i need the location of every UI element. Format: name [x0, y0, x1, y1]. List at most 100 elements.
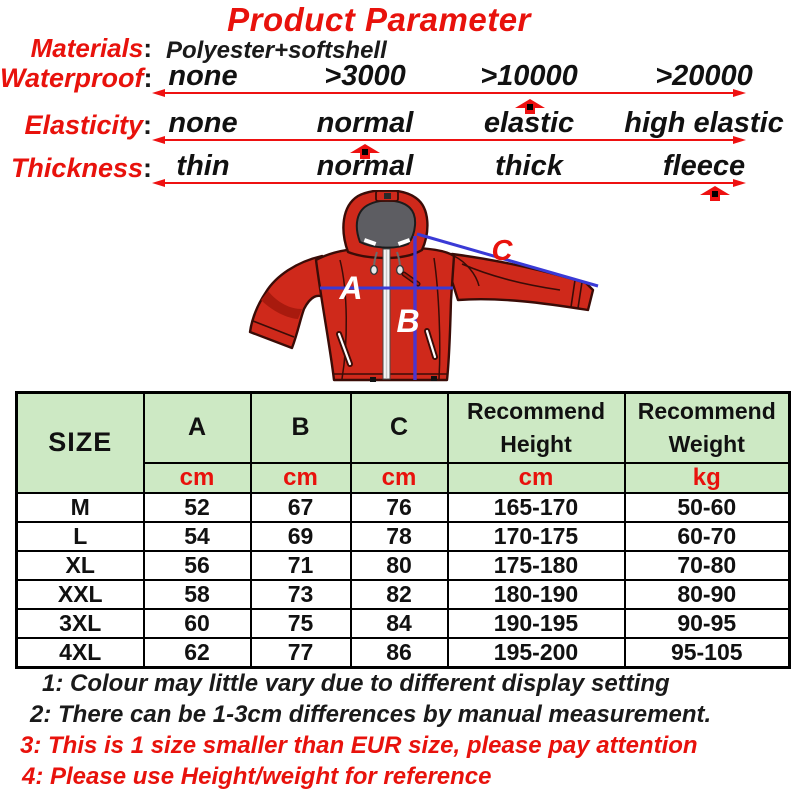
- cell-size: XXL: [15, 578, 145, 610]
- thickness-selected-indicator-icon: [700, 186, 730, 201]
- elasticity-range-arrow: [152, 136, 746, 144]
- cell-a: 62: [142, 636, 252, 668]
- table-row-4xl: 4XL 62 77 86 195-200 95-105: [15, 636, 791, 668]
- cell-height: 190-195: [446, 607, 626, 639]
- cell-height: 180-190: [446, 578, 626, 610]
- cell-size: M: [15, 491, 145, 523]
- thickness-range-arrow: [152, 179, 746, 187]
- note-4: 4: Please use Height/weight for referenc…: [22, 763, 492, 790]
- thickness-option-thin: thin: [176, 150, 230, 182]
- cell-size: L: [15, 520, 145, 552]
- table-row-xxl: XXL 58 73 82 180-190 80-90: [15, 578, 791, 610]
- waterproof-colon: :: [143, 63, 153, 93]
- unit-height: cm: [446, 461, 626, 494]
- cell-a: 54: [142, 520, 252, 552]
- footer-notes: 1: Colour may little vary due to differe…: [0, 668, 800, 792]
- table-row-3xl: 3XL 60 75 84 190-195 90-95: [15, 607, 791, 639]
- header-recommend-height-line1: Recommend: [466, 397, 606, 424]
- header-recommend-height-line2: Height: [500, 430, 572, 457]
- unit-weight: kg: [623, 461, 791, 494]
- cell-b: 77: [249, 636, 352, 668]
- measurement-line-c: [416, 232, 599, 288]
- header-recommend-weight-line2: Weight: [668, 430, 745, 457]
- elasticity-option-high-elastic: high elastic: [624, 107, 784, 139]
- cell-weight: 80-90: [623, 578, 791, 610]
- table-units-row: cm cm cm cm kg: [17, 461, 791, 494]
- thickness-label-text: Thickness: [10, 153, 143, 183]
- jacket-measurement-diagram: A B C: [248, 190, 599, 382]
- cell-b: 75: [249, 607, 352, 639]
- header-recommend-weight-line1: Recommend: [637, 397, 776, 424]
- jacket-left-sleeve: [248, 254, 328, 350]
- materials-label: Materials:: [0, 33, 152, 64]
- thickness-label: Thickness:: [0, 153, 152, 184]
- thickness-colon: :: [143, 153, 152, 183]
- cell-size: XL: [15, 549, 145, 581]
- cell-c: 82: [349, 578, 449, 610]
- cell-a: 52: [142, 491, 252, 523]
- cell-height: 195-200: [446, 636, 626, 668]
- waterproof-label: Waterproof:: [0, 63, 153, 94]
- waterproof-option-20000: >20000: [655, 60, 753, 92]
- header-size: SIZE: [15, 391, 145, 494]
- materials-value: Polyester+softshell: [166, 37, 387, 64]
- waterproof-option-10000: >10000: [480, 60, 578, 92]
- cell-c: 76: [349, 491, 449, 523]
- header-recommend-height: Recommend Height: [446, 391, 626, 464]
- jacket-hood-opening: [355, 199, 416, 249]
- waterproof-option-3000: >3000: [324, 60, 406, 92]
- cell-c: 80: [349, 549, 449, 581]
- header-b: B: [249, 391, 352, 464]
- table-header-row: SIZE A B C Recommend Height Recommend We…: [15, 391, 791, 494]
- cell-b: 71: [249, 549, 352, 581]
- unit-c: cm: [349, 461, 449, 494]
- measurement-label-b: B: [396, 303, 419, 339]
- cell-a: 60: [142, 607, 252, 639]
- cell-b: 73: [249, 578, 352, 610]
- header-a: A: [142, 391, 252, 464]
- jacket-right-sleeve: [449, 252, 595, 312]
- waterproof-option-none: none: [168, 60, 238, 92]
- waterproof-selected-indicator-icon: [515, 99, 545, 114]
- thickness-option-thick: thick: [495, 150, 563, 182]
- thickness-option-normal: normal: [316, 150, 414, 182]
- cell-c: 78: [349, 520, 449, 552]
- elasticity-option-elastic: elastic: [483, 107, 575, 139]
- table-row-m: M 52 67 76 165-170 50-60: [15, 491, 791, 523]
- cell-c: 84: [349, 607, 449, 639]
- materials-colon: :: [143, 33, 152, 63]
- thickness-option-fleece: fleece: [662, 150, 746, 182]
- elasticity-label: Elasticity:: [0, 110, 152, 141]
- cell-height: 175-180: [446, 549, 626, 581]
- unit-a: cm: [142, 461, 252, 494]
- cell-height: 170-175: [446, 520, 626, 552]
- cell-b: 67: [249, 491, 352, 523]
- note-1: 1: Colour may little vary due to differe…: [42, 670, 670, 697]
- cell-weight: 70-80: [623, 549, 791, 581]
- elasticity-option-none: none: [168, 107, 238, 139]
- cell-size: 4XL: [15, 636, 145, 668]
- cell-a: 56: [142, 549, 252, 581]
- cell-height: 165-170: [446, 491, 626, 523]
- size-table: SIZE A B C Recommend Height Recommend We…: [15, 391, 791, 669]
- cell-a: 58: [142, 578, 252, 610]
- cell-b: 69: [249, 520, 352, 552]
- elasticity-option-normal: normal: [316, 107, 414, 139]
- cell-size: 3XL: [15, 607, 145, 639]
- elasticity-colon: :: [143, 110, 152, 140]
- waterproof-range-arrow: [152, 89, 746, 97]
- materials-label-text: Materials: [30, 33, 144, 63]
- cell-weight: 50-60: [623, 491, 791, 523]
- note-2: 2: There can be 1-3cm differences by man…: [30, 701, 712, 728]
- waterproof-label-text: Waterproof: [0, 63, 144, 93]
- header-recommend-weight: Recommend Weight: [623, 391, 791, 464]
- table-row-l: L 54 69 78 170-175 60-70: [15, 520, 791, 552]
- measurement-label-c: C: [492, 235, 514, 267]
- cell-weight: 90-95: [623, 607, 791, 639]
- cell-weight: 95-105: [623, 636, 791, 668]
- elasticity-label-text: Elasticity: [24, 110, 143, 140]
- page-title: Product Parameter: [227, 1, 531, 38]
- elasticity-selected-indicator-icon: [350, 144, 380, 159]
- measurement-label-a: A: [338, 270, 362, 306]
